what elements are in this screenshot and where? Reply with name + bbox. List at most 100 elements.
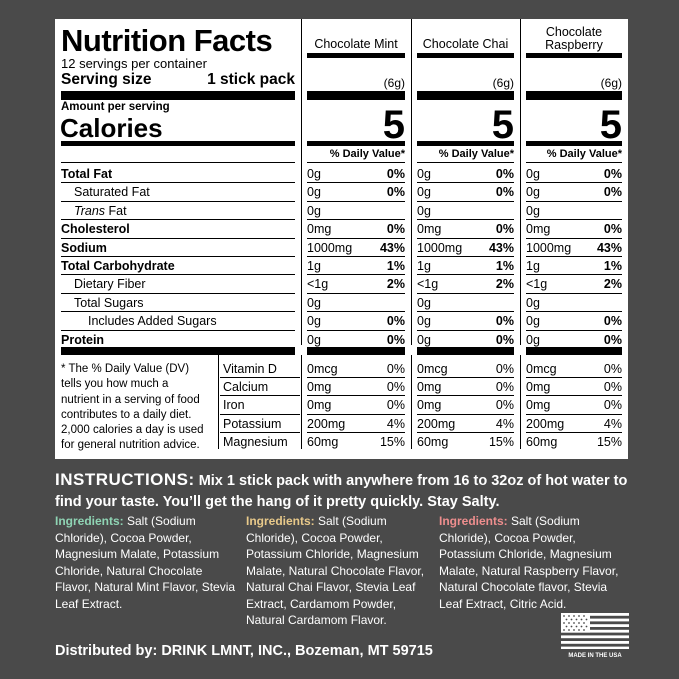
ingredients-text: Salt (Sodium Chloride), Cocoa Powder, Po… bbox=[439, 514, 619, 611]
serving-weight: (6g) bbox=[383, 76, 405, 90]
mineral-amount: 60mg bbox=[307, 434, 339, 449]
row-rule bbox=[307, 274, 405, 276]
mineral-percent: 0% bbox=[386, 398, 405, 413]
mineral-percent: 15% bbox=[488, 434, 514, 449]
column-separator bbox=[301, 19, 302, 345]
mineral-percent: 0% bbox=[386, 362, 405, 376]
row-rule bbox=[417, 377, 514, 379]
nutrient-label: Total Sugars bbox=[74, 295, 144, 310]
nutrient-amount: 1g bbox=[526, 259, 540, 273]
ingredients-text: Salt (Sodium Chloride), Cocoa Powder, Po… bbox=[246, 514, 425, 627]
nutrient-label-text: Fat bbox=[105, 203, 127, 218]
nutrient-amount: 1g bbox=[417, 259, 431, 273]
nutrient-label: Cholesterol bbox=[61, 222, 130, 237]
nutrient-percent: 1% bbox=[386, 259, 405, 273]
row-rule bbox=[307, 182, 405, 184]
mineral-percent: 0% bbox=[495, 362, 514, 376]
mineral-percent: 4% bbox=[603, 416, 622, 431]
calories-value: 5 bbox=[491, 103, 514, 147]
row-rule bbox=[61, 256, 295, 257]
medium-rule bbox=[61, 141, 295, 146]
row-rule bbox=[417, 162, 514, 163]
thick-rule bbox=[307, 91, 405, 100]
thick-rule bbox=[526, 91, 622, 100]
serving-weight: (6g) bbox=[492, 76, 514, 90]
nutrient-amount: 0g bbox=[417, 295, 431, 310]
row-rule bbox=[61, 329, 295, 331]
medium-rule bbox=[417, 141, 514, 146]
nutrient-amount: 0mg bbox=[526, 222, 551, 237]
nutrient-amount: 0g bbox=[526, 332, 540, 347]
mineral-percent: 0% bbox=[386, 380, 405, 395]
mineral-amount: 0mg bbox=[307, 398, 332, 413]
calories-value: 5 bbox=[599, 103, 622, 147]
row-rule bbox=[307, 413, 405, 415]
row-rule bbox=[417, 237, 514, 239]
row-rule bbox=[61, 274, 295, 276]
footnote-line: 2,000 calories a day is used bbox=[61, 424, 204, 437]
medium-rule bbox=[526, 141, 622, 146]
mineral-amount: 200mg bbox=[417, 416, 456, 431]
row-rule bbox=[307, 237, 405, 239]
ingredients-chocolate-chai: Ingredients: Salt (Sodium Chloride), Coc… bbox=[246, 513, 426, 629]
thick-rule bbox=[61, 347, 295, 355]
row-rule bbox=[307, 292, 405, 294]
mineral-percent: 0% bbox=[495, 380, 514, 395]
mineral-percent: 15% bbox=[596, 434, 622, 449]
nutrient-amount: 0g bbox=[526, 203, 540, 218]
row-rule bbox=[220, 431, 300, 433]
nutrient-label: Trans Fat bbox=[74, 205, 127, 218]
nutrient-percent: 43% bbox=[379, 240, 405, 255]
footnote-line: tells you how much a bbox=[61, 378, 169, 391]
thick-rule bbox=[307, 53, 405, 58]
row-rule bbox=[526, 274, 622, 276]
row-rule bbox=[526, 329, 622, 331]
nutrient-amount: 0g bbox=[526, 167, 540, 181]
daily-value-header: % Daily Value* bbox=[546, 148, 622, 160]
nutrient-percent: 0% bbox=[495, 314, 514, 329]
mineral-percent: 15% bbox=[379, 434, 405, 449]
row-rule bbox=[417, 311, 514, 313]
nutrient-label: Dietary Fiber bbox=[74, 277, 146, 292]
nutrient-amount: 0g bbox=[307, 167, 321, 181]
nutrient-amount: 0g bbox=[526, 314, 540, 329]
column-separator bbox=[520, 19, 521, 345]
row-rule bbox=[220, 395, 300, 397]
medium-rule bbox=[307, 141, 405, 146]
flavor-name: Chocolate Raspberry bbox=[545, 25, 603, 52]
mineral-amount: 0mcg bbox=[307, 362, 338, 376]
row-rule bbox=[526, 162, 622, 163]
row-rule bbox=[417, 395, 514, 397]
calories-label: Calories bbox=[60, 113, 163, 143]
row-rule bbox=[417, 200, 514, 202]
nutrient-label: Total Fat bbox=[61, 167, 113, 181]
mineral-label: Magnesium bbox=[223, 434, 288, 449]
row-rule bbox=[526, 200, 622, 202]
nutrient-label: Saturated Fat bbox=[74, 185, 150, 200]
row-rule bbox=[417, 292, 514, 294]
thick-rule bbox=[417, 91, 514, 100]
thick-rule bbox=[61, 91, 295, 100]
footnote-line: nutrient in a serving of food bbox=[61, 393, 200, 406]
nutrient-percent: 2% bbox=[603, 277, 622, 292]
nutrient-percent: 0% bbox=[386, 185, 405, 200]
thick-rule bbox=[417, 53, 514, 58]
nutrient-amount: <1g bbox=[307, 277, 329, 292]
footnote-line: for general nutrition advice. bbox=[61, 439, 200, 452]
nutrient-amount: 0g bbox=[307, 332, 321, 347]
panel-title: Nutrition Facts bbox=[61, 23, 273, 58]
nutrient-amount: <1g bbox=[417, 277, 439, 292]
ingredients-chocolate-mint: Ingredients: Salt (Sodium Chloride), Coc… bbox=[55, 513, 237, 612]
thick-rule bbox=[417, 347, 514, 355]
nutrient-percent: 0% bbox=[386, 332, 405, 347]
row-rule bbox=[61, 162, 295, 163]
servings-per-container: 12 servings per container bbox=[61, 56, 207, 71]
row-rule bbox=[526, 219, 622, 221]
nutrient-percent: 0% bbox=[386, 222, 405, 237]
nutrient-amount: 0g bbox=[417, 203, 431, 218]
mineral-label: Iron bbox=[223, 398, 245, 413]
nutrient-amount: 0g bbox=[417, 167, 431, 181]
row-rule bbox=[61, 219, 295, 221]
row-rule bbox=[417, 219, 514, 221]
row-rule bbox=[61, 237, 295, 239]
